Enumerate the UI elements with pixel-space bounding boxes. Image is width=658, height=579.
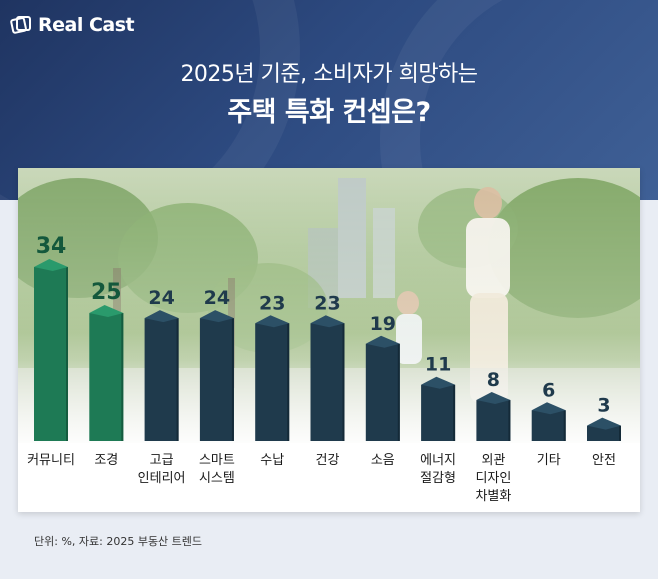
bar-side [397,343,400,441]
category-label: 차별화 [475,489,511,504]
bar-group: 34 커뮤니티 [27,234,75,468]
bar [310,323,345,441]
bar [89,313,124,441]
data-label: 23 [259,292,285,314]
data-label: 11 [425,354,451,376]
category-label: 외관 [481,453,505,468]
bar [144,318,179,441]
bar-side [563,410,566,441]
category-label: 에너지 [420,453,456,468]
category-label: 소음 [371,453,395,468]
category-label: 기타 [537,453,561,468]
bar [421,384,456,441]
bar-side [231,318,234,441]
chart-title-line1: 2025년 기준, 소비자가 희망하는 [180,62,478,87]
bar-top [199,310,234,323]
category-label: 안전 [592,453,616,468]
bar [587,425,621,441]
data-label: 34 [36,234,67,259]
bar-top [255,315,290,328]
bar-side [508,400,511,441]
data-label: 23 [314,292,340,314]
bar-side [121,313,124,441]
bar-side [287,323,290,441]
data-label: 24 [204,287,230,309]
bar [365,343,400,441]
bar-side [453,384,456,441]
bar-side [66,267,68,441]
bar-group: 25 조경 [89,280,124,468]
bar-side [619,425,621,441]
category-label: 커뮤니티 [27,453,75,468]
bar-top [144,310,179,323]
bar [531,410,566,441]
data-label: 25 [91,280,122,305]
chart-title-line2: 주택 특화 컨셉은? [227,97,431,128]
source-note: 단위: %, 자료: 2025 부동산 트렌드 [34,535,203,548]
data-label: 24 [148,287,174,309]
category-label: 수납 [260,453,284,468]
category-label: 시스템 [199,471,235,486]
data-label: 6 [542,379,555,401]
bar-top [531,402,566,415]
bar-top [89,305,124,318]
brand-name: Real Cast [38,14,135,36]
data-label: 8 [487,369,500,391]
category-label: 인테리어 [138,471,186,486]
header-banner: Real Cast 2025년 기준, 소비자가 희망하는 주택 특화 컨셉은? [0,0,658,200]
bar-top [310,315,345,328]
bar-top [365,335,400,348]
bar [34,267,68,441]
category-label: 스마트 [199,453,235,468]
realcast-logo-icon [10,16,31,34]
category-label: 절감형 [420,471,456,486]
bar-group: 3 안전 [587,395,621,468]
bar [255,323,290,441]
bar-side [342,323,345,441]
bar [199,318,234,441]
bar-group: 6 기타 [531,379,566,468]
brand-logo: Real Cast [10,12,135,38]
data-label: 19 [370,313,396,335]
bar-top [587,417,621,430]
bar-top [34,259,68,271]
category-label: 고급 [150,453,174,468]
category-label: 조경 [94,453,118,468]
data-label: 3 [597,395,610,417]
bar-top [421,376,456,389]
bar-top [476,392,511,405]
bar [476,400,511,441]
bar-group: 19 소음 [365,313,400,468]
category-label: 디자인 [475,471,511,486]
bar-group: 23 건강 [310,292,345,468]
category-label: 건강 [316,453,340,468]
bar-side [176,318,179,441]
bar-group: 23 수납 [255,292,290,468]
